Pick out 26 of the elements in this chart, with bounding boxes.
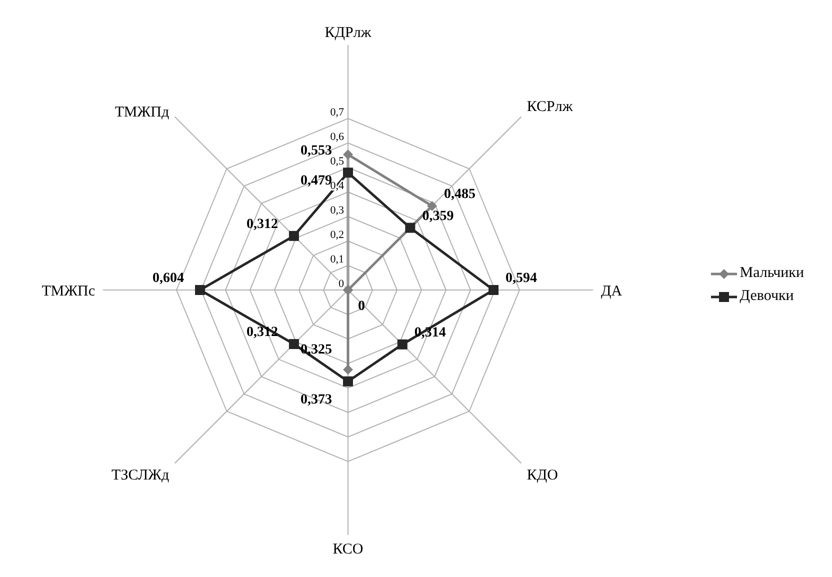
data-label: 0,359 [422, 208, 454, 224]
y-tick-label: 0,5 [330, 156, 344, 168]
y-tick-label: 0 [338, 278, 344, 290]
spoke-label: КСО [332, 542, 364, 558]
legend-label: Мальчики [740, 265, 804, 282]
y-tick-label: 0,2 [330, 229, 344, 241]
data-label: 0,594 [506, 271, 538, 286]
y-tick-label: 0,7 [330, 106, 344, 118]
y-tick-label: 0,1 [330, 254, 344, 266]
data-label: 0 [358, 299, 365, 314]
spoke-label: КДРлж [324, 25, 372, 41]
data-label: 0,604 [152, 271, 184, 286]
y-tick-label: 0,6 [330, 131, 344, 143]
spoke-label: ТМЖПд [114, 104, 170, 120]
data-label: 0,485 [444, 186, 476, 202]
data-label: 0,312 [246, 216, 278, 232]
legend-label: Девочки [740, 288, 794, 305]
spoke-label: ТМЖПс [42, 283, 96, 300]
spoke-label: ТЗСЛЖд [112, 468, 170, 484]
spoke-label: КДО [526, 468, 558, 484]
spoke-label: ДА [601, 283, 622, 300]
data-label: 0,553 [300, 144, 332, 159]
spoke-label: КСРлж [526, 99, 574, 116]
data-label: 0,479 [300, 174, 332, 189]
y-tick-label: 0,3 [330, 204, 344, 216]
data-label: 0,373 [300, 392, 332, 408]
